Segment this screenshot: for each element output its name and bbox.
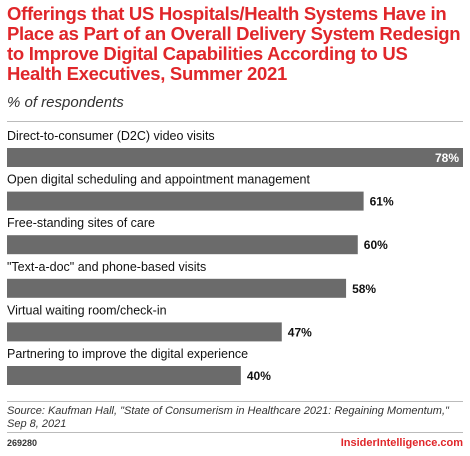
value-label: 47%	[288, 325, 312, 339]
category-label: Open digital scheduling and appointment …	[7, 173, 311, 187]
brand-link[interactable]: InsiderIntelligence.com	[340, 437, 463, 449]
chart-title: Offerings that US Hospitals/Health Syste…	[7, 3, 461, 84]
bottom-divider	[7, 401, 463, 402]
value-label: 78%	[435, 151, 459, 165]
top-divider	[7, 121, 463, 122]
category-label: Free-standing sites of care	[7, 216, 155, 230]
value-label: 40%	[247, 369, 271, 383]
bar	[7, 366, 241, 385]
category-label: "Text-a-doc" and phone-based visits	[7, 260, 206, 274]
bar	[7, 191, 364, 211]
category-label: Virtual waiting room/check-in	[7, 303, 167, 317]
value-label: 61%	[370, 195, 394, 209]
chart-subtitle: % of respondents	[7, 94, 124, 111]
bar	[7, 278, 347, 298]
footer-divider	[7, 432, 463, 433]
value-label: 58%	[352, 282, 376, 296]
value-label: 60%	[364, 238, 388, 252]
bar	[7, 322, 282, 342]
bar	[7, 148, 463, 167]
source-note: Source: Kaufman Hall, "State of Consumer…	[7, 405, 449, 430]
bar	[7, 235, 358, 255]
category-label: Direct-to-consumer (D2C) video visits	[7, 129, 215, 143]
chart-id: 269280	[7, 438, 38, 448]
category-label: Partnering to improve the digital experi…	[7, 347, 248, 361]
bar-chart: Direct-to-consumer (D2C) video visits 78%…	[7, 129, 463, 385]
